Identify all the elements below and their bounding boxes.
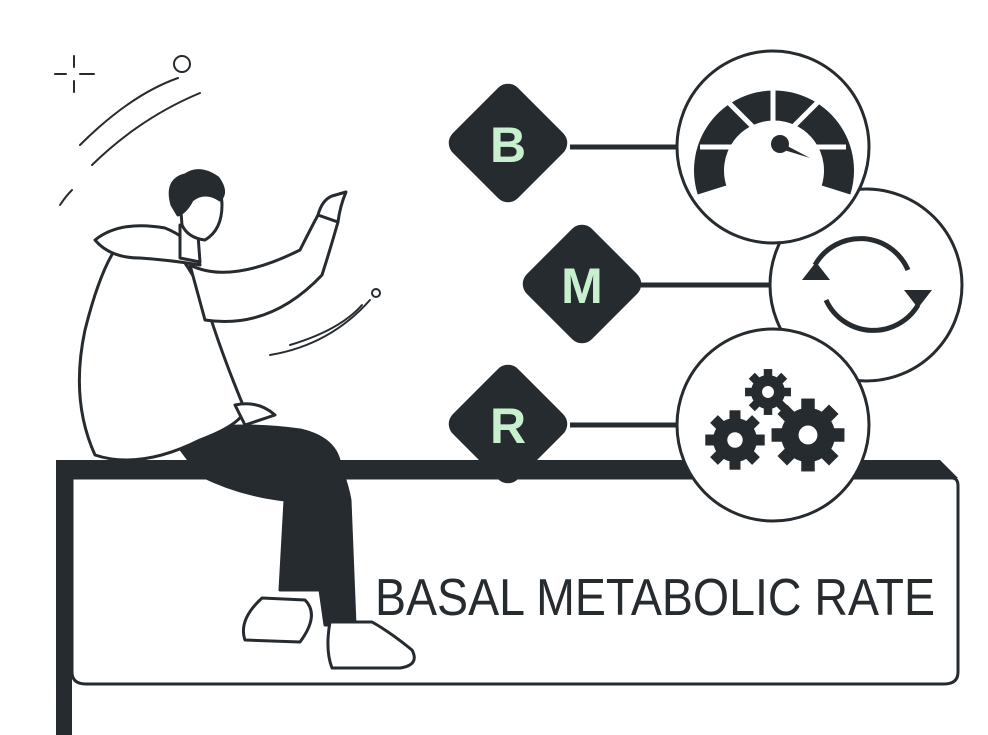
decor-lines bbox=[54, 55, 381, 356]
letter-diamond-r: R bbox=[448, 364, 568, 484]
letter-diamond-b: B bbox=[448, 83, 568, 203]
person-figure bbox=[77, 169, 416, 670]
connectors bbox=[570, 144, 780, 428]
letter-b: B bbox=[490, 117, 526, 173]
letter-r: R bbox=[490, 398, 526, 454]
cycle-arrows-icon bbox=[802, 236, 932, 333]
letter-diamond-m: M bbox=[522, 224, 642, 344]
letter-m: M bbox=[561, 258, 603, 314]
speedometer-icon bbox=[694, 74, 854, 195]
banner-title: BASAL METABOLIC RATE bbox=[375, 569, 935, 627]
